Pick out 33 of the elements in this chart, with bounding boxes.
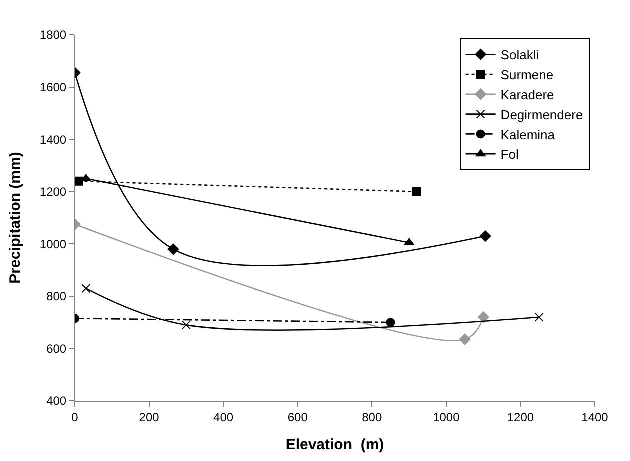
point [480,230,492,242]
y-tick-label: 1200 [40,185,67,200]
y-tick-label: 1600 [40,80,67,94]
point [459,334,471,346]
point [82,284,91,294]
x-tick-label: 1000 [433,410,460,424]
legend-label: Surmene [500,68,554,83]
y-tick-label: 600 [46,342,67,356]
x-tick-label: 400 [214,410,234,424]
y-tick-label: 1800 [40,28,67,42]
x-tick-label: 1200 [507,410,534,424]
point [478,312,490,324]
y-tick-label: 1400 [40,132,67,147]
x-tick-label: 600 [288,410,308,424]
x-tick-label: 800 [362,410,382,424]
legend-label: Kalemina [500,127,556,142]
point [168,244,180,256]
x-tick-label: 200 [139,410,160,424]
y-axis-title: Precipitation (mm) [7,152,24,284]
y-tick-label: 800 [46,290,67,304]
point [412,187,422,196]
x-tick-label: 1400 [582,410,609,424]
point [534,312,544,322]
legend-label: Degirmendere [500,107,584,122]
x-tick-label: 0 [72,410,79,424]
y-tick-label: 400 [46,394,67,408]
legend-label: Solakli [500,48,540,63]
point [182,320,191,330]
x-axis-title: Elevation (m) [286,436,384,454]
y-tick-label: 1000 [40,237,67,252]
legend-label: Karadere [500,87,554,102]
legend-label: Fol [500,147,519,162]
point [75,176,84,186]
